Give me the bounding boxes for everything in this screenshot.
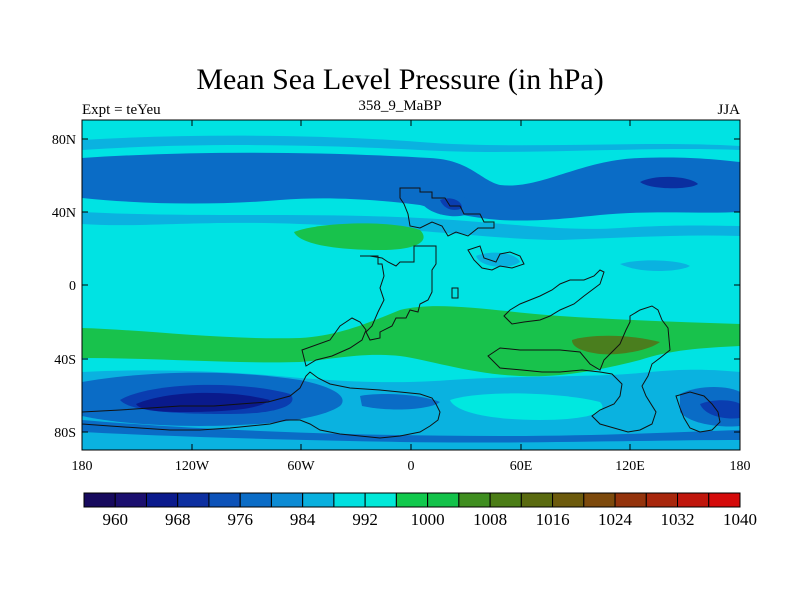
colorbar-swatch: [83, 492, 116, 508]
lon-labels: 180 120W 60W 0 60E 120E 180: [72, 459, 751, 474]
lat-labels: 80N 40N 0 40S 80S: [52, 133, 76, 441]
colorbar-tick-label: 1008: [473, 510, 507, 529]
colorbar-labels: 960 968 976 984 992 1000 1008 1016 1024 1032 1040: [102, 510, 757, 529]
colorbar-swatch: [427, 492, 460, 508]
south-pacific-low-core: [136, 392, 270, 412]
colorbar-swatch: [645, 492, 679, 508]
colorbar-tick-label: 1016: [536, 510, 570, 529]
lon-label-180e: 180: [730, 459, 751, 474]
lon-label-120e: 120E: [615, 459, 645, 474]
colorbar-swatch: [583, 492, 616, 508]
colorbar-swatch: [208, 492, 241, 508]
asian-low: [476, 252, 520, 267]
colorbar-swatch: [614, 492, 647, 508]
lon-label-120w: 120W: [175, 459, 210, 474]
colorbar-tick-label: 1024: [598, 510, 633, 529]
colorbar-tick-label: 968: [165, 510, 191, 529]
colorbar-tick-label: 992: [352, 510, 378, 529]
colorbar-swatch: [145, 492, 179, 508]
lat-label-40n: 40N: [52, 206, 76, 221]
experiment-label: Expt = teYeu: [82, 102, 161, 118]
colorbar-swatch: [458, 492, 491, 508]
lat-label-80s: 80S: [54, 426, 76, 441]
season-label: JJA: [717, 102, 740, 118]
colorbar-swatch: [270, 492, 304, 508]
pressure-field: [82, 120, 740, 450]
colorbar-swatch: [395, 492, 429, 508]
south-high-band: [82, 306, 740, 377]
west-pacific-low: [620, 260, 690, 271]
south-high-core: [572, 335, 660, 355]
europe-low-core: [440, 198, 462, 210]
lon-label-0: 0: [408, 459, 415, 474]
colorbar-swatch: [302, 492, 335, 508]
colorbar-tick-label: 1000: [411, 510, 445, 529]
chart-title: Mean Sea Level Pressure (in hPa): [196, 63, 604, 96]
coastlines: [82, 187, 721, 439]
colorbar-tick-label: 1040: [723, 510, 757, 529]
lat-label-eq: 0: [69, 279, 76, 294]
lon-label-180w: 180: [72, 459, 93, 474]
colorbar-swatch: [708, 492, 741, 508]
colorbar-swatch: [552, 492, 585, 508]
colorbar: [83, 492, 741, 508]
colorbar-swatch: [520, 492, 554, 508]
north-low-band: [82, 152, 740, 221]
colorbar-tick-label: 960: [102, 510, 128, 529]
south-east-low-core: [700, 400, 740, 419]
colorbar-swatch: [489, 492, 522, 508]
subtropical-high-north: [294, 223, 424, 250]
colorbar-swatch: [333, 492, 366, 508]
lat-ticks: [82, 138, 740, 433]
colorbar-swatch: [677, 492, 710, 508]
lat-label-80n: 80N: [52, 133, 76, 148]
lon-label-60e: 60E: [510, 459, 533, 474]
colorbar-tick-label: 976: [227, 510, 253, 529]
lat-label-40s: 40S: [54, 353, 76, 368]
colorbar-tick-label: 1032: [661, 510, 695, 529]
colorbar-swatch: [177, 492, 210, 508]
period-label: 358_9_MaBP: [358, 98, 442, 114]
lon-label-60w: 60W: [287, 459, 315, 474]
north-pacific-low-core: [640, 176, 698, 189]
lon-ticks: [81, 120, 741, 450]
polar-trough: [82, 420, 740, 443]
colorbar-swatch: [114, 492, 147, 508]
north-ridge-band: [82, 135, 740, 152]
south-indian-ridge: [450, 393, 603, 420]
south-atlantic-low: [360, 394, 440, 410]
colorbar-tick-label: 984: [290, 510, 316, 529]
colorbar-swatch: [364, 492, 397, 508]
colorbar-swatch: [239, 492, 272, 508]
